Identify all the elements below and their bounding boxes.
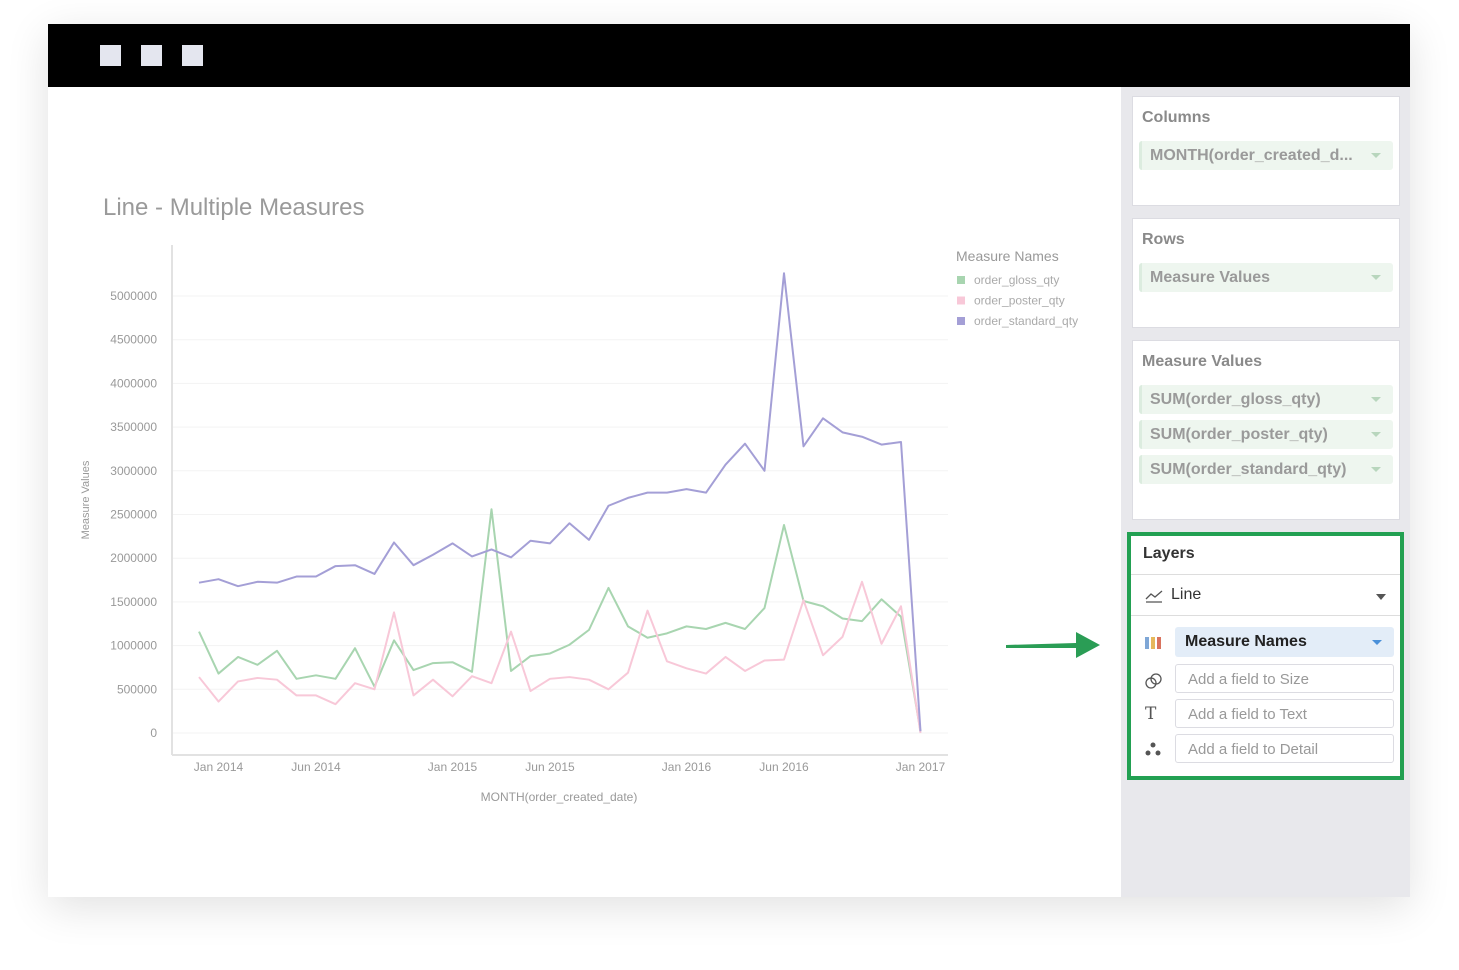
- caret-down-icon[interactable]: [1371, 275, 1381, 280]
- legend-swatch: [957, 317, 965, 325]
- x-tick-label: Jun 2014: [291, 760, 341, 774]
- y-tick-label: 1000000: [110, 639, 157, 653]
- text-T-icon: T: [1145, 704, 1157, 724]
- text-field-input[interactable]: Add a field to Text: [1175, 699, 1394, 728]
- series-line-order_standard_qty: [198, 272, 922, 732]
- y-tick-label: 4500000: [110, 333, 157, 347]
- measure-pill-gloss[interactable]: SUM(order_gloss_qty): [1139, 385, 1393, 414]
- legend-swatch: [957, 296, 965, 305]
- columns-pill[interactable]: MONTH(order_created_d...: [1139, 141, 1393, 170]
- legend-title: Measure Names: [956, 248, 1059, 264]
- shelf-title: Rows: [1142, 231, 1185, 248]
- legend-swatch: [957, 276, 965, 284]
- line-chart-icon: [1145, 590, 1163, 603]
- window-button[interactable]: [100, 45, 121, 66]
- mark-type-select[interactable]: Line: [1131, 574, 1400, 616]
- y-tick-label: 4000000: [110, 376, 157, 390]
- shelf-title: Measure Values: [1142, 353, 1263, 370]
- layers-title: Layers: [1143, 545, 1195, 562]
- color-field-label: Measure Names: [1185, 633, 1307, 650]
- chart-title: Line - Multiple Measures: [103, 194, 365, 221]
- series-line-order_gloss_qty: [198, 508, 922, 732]
- series-line-order_poster_qty: [198, 580, 922, 734]
- detail-field-input[interactable]: Add a field to Detail: [1175, 734, 1394, 763]
- x-tick-label: Jan 2016: [662, 760, 712, 774]
- window-button[interactable]: [182, 45, 203, 66]
- rows-pill[interactable]: Measure Values: [1139, 263, 1393, 292]
- pill-label: SUM(order_poster_qty): [1150, 426, 1328, 443]
- y-tick-label: 5000000: [110, 289, 157, 303]
- x-axis-title: MONTH(order_created_date): [481, 790, 638, 804]
- size-field-input[interactable]: Add a field to Size: [1175, 664, 1394, 693]
- x-tick-label: Jun 2015: [525, 760, 575, 774]
- measure-pill-standard[interactable]: SUM(order_standard_qty): [1139, 455, 1393, 484]
- color-palette-icon: [1145, 637, 1161, 649]
- measure-values-shelf: Measure Values SUM(order_gloss_qty) SUM(…: [1132, 340, 1400, 520]
- size-circles-icon: [1145, 673, 1162, 689]
- caret-down-icon[interactable]: [1376, 594, 1386, 600]
- x-tick-label: Jun 2016: [759, 760, 809, 774]
- layers-panel: Layers Line Measure Names Add a field to…: [1127, 532, 1404, 780]
- y-tick-label: 2500000: [110, 508, 157, 522]
- y-tick-label: 2000000: [110, 551, 157, 565]
- x-tick-label: Jan 2017: [896, 760, 946, 774]
- y-tick-label: 3000000: [110, 464, 157, 478]
- caret-down-icon[interactable]: [1371, 432, 1381, 437]
- y-tick-label: 3500000: [110, 420, 157, 434]
- y-axis-title: Measure Values: [80, 460, 92, 539]
- y-tick-label: 500000: [117, 682, 157, 696]
- y-tick-label: 1500000: [110, 595, 157, 609]
- caret-down-icon[interactable]: [1371, 467, 1381, 472]
- legend-item: order_gloss_qty: [974, 273, 1059, 287]
- app-window: Line - Multiple Measures 0 500000 1000000 1…: [48, 24, 1410, 897]
- title-bar: [48, 24, 1410, 87]
- legend-item: order_standard_qty: [974, 314, 1078, 328]
- pill-label: SUM(order_standard_qty): [1150, 461, 1347, 478]
- caret-down-icon[interactable]: [1372, 640, 1382, 645]
- caret-down-icon[interactable]: [1371, 397, 1381, 402]
- y-tick-label: 0: [150, 726, 157, 740]
- green-arrow-icon: [1006, 632, 1100, 658]
- color-field-pill[interactable]: Measure Names: [1175, 627, 1394, 657]
- measure-pill-poster[interactable]: SUM(order_poster_qty): [1139, 420, 1393, 449]
- caret-down-icon[interactable]: [1371, 153, 1381, 158]
- columns-shelf: Columns MONTH(order_created_d...: [1132, 96, 1400, 206]
- shelf-title: Columns: [1142, 109, 1211, 126]
- rows-shelf: Rows Measure Values: [1132, 218, 1400, 328]
- line-chart: 0 500000 1000000 1500000 2000000 2500000 30000…: [80, 245, 1078, 804]
- detail-dots-icon: [1145, 742, 1161, 756]
- pill-label: MONTH(order_created_d...: [1150, 147, 1353, 164]
- legend-item: order_poster_qty: [974, 294, 1065, 308]
- pill-label: Measure Values: [1150, 269, 1271, 286]
- x-tick-label: Jan 2015: [428, 760, 478, 774]
- x-tick-label: Jan 2014: [194, 760, 244, 774]
- pill-label: SUM(order_gloss_qty): [1150, 391, 1321, 408]
- mark-type-label: Line: [1171, 586, 1202, 603]
- window-button[interactable]: [141, 45, 162, 66]
